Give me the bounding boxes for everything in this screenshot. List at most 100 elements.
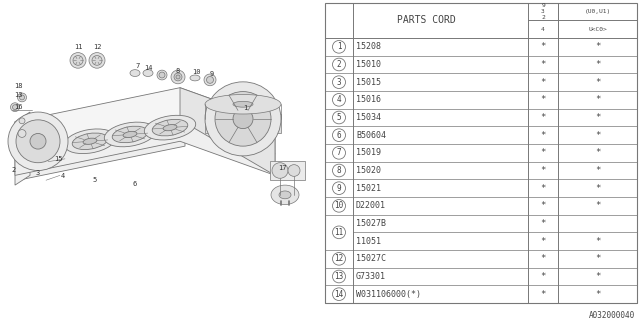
Text: *: * <box>595 184 600 193</box>
Text: 15021: 15021 <box>356 184 381 193</box>
Text: 4: 4 <box>541 27 545 32</box>
Text: 12: 12 <box>334 254 344 263</box>
Polygon shape <box>15 120 275 175</box>
Circle shape <box>207 76 214 83</box>
Text: 8: 8 <box>176 68 180 74</box>
Circle shape <box>333 58 346 71</box>
Text: *: * <box>540 290 546 299</box>
Text: 9
3
2: 9 3 2 <box>541 4 545 20</box>
Text: A032000040: A032000040 <box>589 311 635 320</box>
Circle shape <box>70 52 86 68</box>
Text: 6: 6 <box>133 181 137 187</box>
Text: 9: 9 <box>337 184 341 193</box>
Text: 15208: 15208 <box>356 42 381 51</box>
Circle shape <box>333 111 346 124</box>
Ellipse shape <box>144 115 196 140</box>
Circle shape <box>73 56 83 65</box>
Text: *: * <box>540 148 546 157</box>
Ellipse shape <box>152 119 188 136</box>
Text: (U0,U1): (U0,U1) <box>584 9 611 14</box>
Text: 15027C: 15027C <box>356 254 386 263</box>
Circle shape <box>333 226 346 239</box>
Text: *: * <box>540 254 546 263</box>
Circle shape <box>333 164 346 177</box>
Text: 11: 11 <box>74 44 83 50</box>
Circle shape <box>215 92 271 146</box>
Text: 13: 13 <box>334 272 344 281</box>
Circle shape <box>204 74 216 86</box>
Text: 18: 18 <box>13 83 22 89</box>
Text: 2: 2 <box>337 60 341 69</box>
Text: 2: 2 <box>12 167 16 173</box>
Circle shape <box>159 72 165 78</box>
Text: *: * <box>540 78 546 87</box>
Ellipse shape <box>163 124 177 131</box>
Bar <box>325 3 637 303</box>
Circle shape <box>171 70 185 84</box>
Text: 15016: 15016 <box>356 95 381 104</box>
Circle shape <box>18 130 26 137</box>
Text: U<C0>: U<C0> <box>588 27 607 32</box>
Ellipse shape <box>205 94 281 114</box>
Circle shape <box>333 129 346 141</box>
Text: D22001: D22001 <box>356 201 386 210</box>
Circle shape <box>333 93 346 106</box>
Text: 15010: 15010 <box>356 60 381 69</box>
Text: 15: 15 <box>54 156 62 162</box>
Ellipse shape <box>16 120 60 163</box>
Text: *: * <box>595 166 600 175</box>
Circle shape <box>89 52 105 68</box>
Text: 3: 3 <box>36 171 40 176</box>
Text: 4: 4 <box>61 173 65 179</box>
Text: 15020: 15020 <box>356 166 381 175</box>
Circle shape <box>13 105 17 110</box>
Text: 15015: 15015 <box>356 78 381 87</box>
Circle shape <box>205 82 281 156</box>
Text: 1: 1 <box>337 42 341 51</box>
Text: *: * <box>595 95 600 104</box>
Text: *: * <box>540 95 546 104</box>
Text: 15034: 15034 <box>356 113 381 122</box>
Text: 11: 11 <box>334 228 344 237</box>
Text: *: * <box>540 60 546 69</box>
Ellipse shape <box>143 70 153 76</box>
Ellipse shape <box>30 133 46 149</box>
Text: 14: 14 <box>144 65 152 71</box>
Ellipse shape <box>190 75 200 81</box>
Circle shape <box>333 270 346 283</box>
Text: *: * <box>540 42 546 51</box>
Polygon shape <box>270 161 305 180</box>
Polygon shape <box>205 114 281 133</box>
Text: *: * <box>540 113 546 122</box>
Circle shape <box>157 70 167 80</box>
Text: *: * <box>540 201 546 210</box>
Text: G73301: G73301 <box>356 272 386 281</box>
Ellipse shape <box>271 185 299 204</box>
Text: *: * <box>595 60 600 69</box>
Text: *: * <box>595 113 600 122</box>
Polygon shape <box>15 112 30 185</box>
Text: *: * <box>540 237 546 246</box>
Text: *: * <box>540 272 546 281</box>
Text: 15019: 15019 <box>356 148 381 157</box>
Ellipse shape <box>130 70 140 76</box>
Text: *: * <box>540 166 546 175</box>
Ellipse shape <box>83 138 97 144</box>
Ellipse shape <box>123 131 137 138</box>
Text: 10: 10 <box>192 69 200 75</box>
Text: 8: 8 <box>337 166 341 175</box>
Circle shape <box>19 118 25 124</box>
Text: *: * <box>540 184 546 193</box>
Ellipse shape <box>279 191 291 199</box>
Circle shape <box>333 41 346 53</box>
Circle shape <box>10 103 19 112</box>
Circle shape <box>17 93 26 102</box>
Circle shape <box>333 147 346 159</box>
Text: 13: 13 <box>13 92 22 99</box>
Circle shape <box>176 75 180 79</box>
Circle shape <box>333 76 346 89</box>
Circle shape <box>288 165 300 176</box>
Text: 10: 10 <box>334 201 344 210</box>
Text: 12: 12 <box>93 44 101 50</box>
Ellipse shape <box>104 122 156 147</box>
